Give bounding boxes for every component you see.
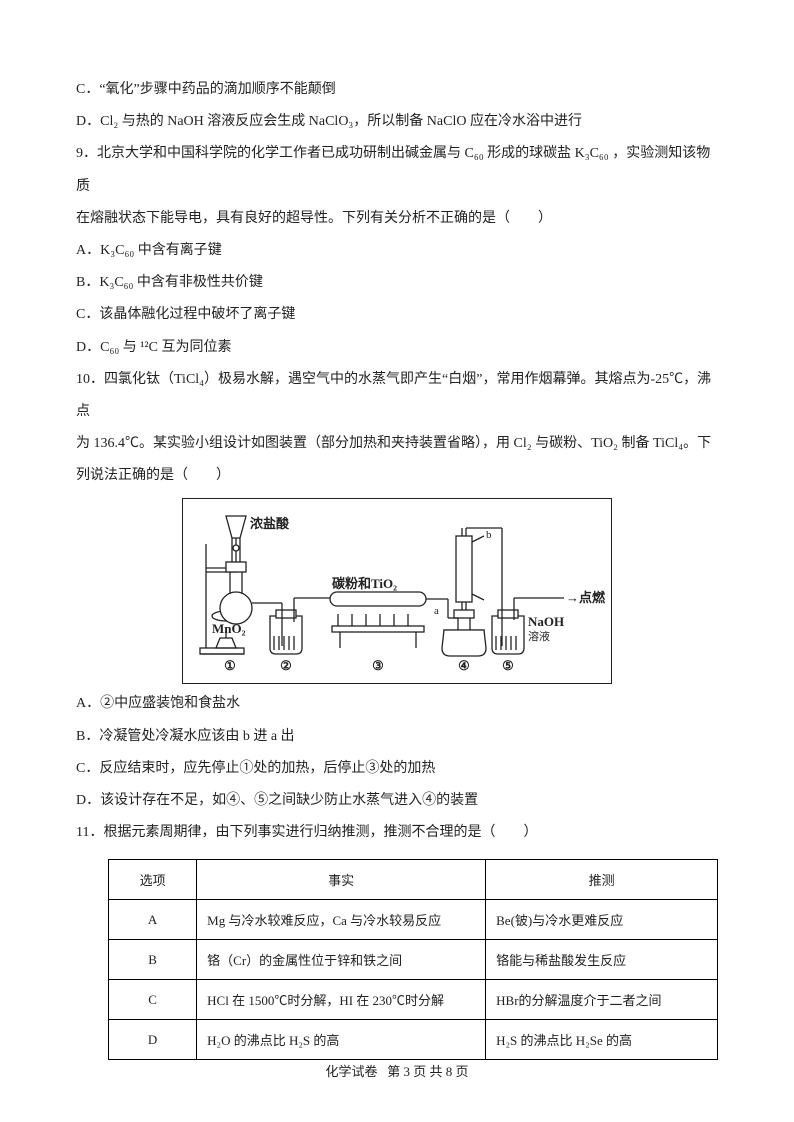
q11-table: 选项事实推测AMg 与冷水较难反应，Ca 与冷水较易反应Be(铍)与冷水更难反应… [108,859,718,1060]
table-row: CHCl 在 1500℃时分解，HI 在 230℃时分解HBr的分解温度介于二者… [109,980,718,1020]
svg-text:浓盐酸: 浓盐酸 [250,516,290,531]
q9-b: B．K₃C₆₀ 中含有非极性共价键 [76,267,718,299]
table-cell: 铬能与稀盐酸发生反应 [486,940,718,980]
svg-text:a: a [434,605,439,617]
q10-d: D．该设计存在不足，如④、⑤之间缺少防止水蒸气进入④的装置 [76,785,718,817]
table-cell: H₂S 的沸点比 H₂Se 的高 [486,1020,718,1060]
svg-text:⑤: ⑤ [502,658,514,673]
table-cell: A [109,900,197,940]
table-row: AMg 与冷水较难反应，Ca 与冷水较易反应Be(铍)与冷水更难反应 [109,900,718,940]
table-cell: H₂O 的沸点比 H₂S 的高 [197,1020,486,1060]
option-d: D．Cl₂ 与热的 NaOH 溶液反应会生成 NaClO₃，所以制备 NaClO… [76,106,718,138]
svg-text:③: ③ [372,658,384,673]
svg-text:④: ④ [458,658,470,673]
q9-a: A．K₃C₆₀ 中含有离子键 [76,235,718,267]
footer-page: 第 3 页 共 8 页 [387,1064,468,1079]
svg-text:②: ② [280,658,292,673]
table-cell: Mg 与冷水较难反应，Ca 与冷水较易反应 [197,900,486,940]
q9-stem-2: 在熔融状态下能导电，具有良好的超导性。下列有关分析不正确的是（ ） [76,203,718,235]
q11-stem: 11．根据元素周期律，由下列事实进行归纳推测，推测不合理的是（ ） [76,817,718,849]
table-cell: C [109,980,197,1020]
q10-stem-2: 为 136.4℃。某实验小组设计如图装置（部分加热和夹持装置省略），用 Cl₂ … [76,428,718,460]
q10-stem-3: 列说法正确的是（ ） [76,460,718,492]
svg-text:溶液: 溶液 [528,629,550,643]
q10-stem-1: 10．四氯化钛（TiCl₄）极易水解，遇空气中的水蒸气即产生“白烟”，常用作烟幕… [76,364,718,428]
table-cell: Be(铍)与冷水更难反应 [486,900,718,940]
table-row: DH₂O 的沸点比 H₂S 的高H₂S 的沸点比 H₂Se 的高 [109,1020,718,1060]
q9-stem-1: 9．北京大学和中国科学院的化学工作者已成功研制出碱金属与 C₆₀ 形成的球碳盐 … [76,138,718,202]
table-cell: 铬（Cr）的金属性位于锌和铁之间 [197,940,486,980]
svg-text:→点燃: →点燃 [566,590,606,605]
table-row: B铬（Cr）的金属性位于锌和铁之间铬能与稀盐酸发生反应 [109,940,718,980]
svg-text:MnO₂: MnO₂ [212,621,246,636]
table-header-cell: 选项 [109,860,197,900]
table-cell: HBr的分解温度介于二者之间 [486,980,718,1020]
footer-subject: 化学试卷 [325,1064,377,1079]
q10-a: A．②中应盛装饱和食盐水 [76,688,718,720]
table-header-cell: 推测 [486,860,718,900]
q9-d: D．C₆₀ 与 ¹²C 互为同位素 [76,332,718,364]
q10-c: C．反应结束时，应先停止①处的加热，后停止③处的加热 [76,753,718,785]
svg-text:NaOH: NaOH [528,614,564,629]
q10-b: B．冷凝管处冷凝水应该由 b 进 a 出 [76,721,718,753]
svg-text:b: b [486,529,492,541]
q9-c: C．该晶体融化过程中破坏了离子键 [76,299,718,331]
svg-text:碳粉和TiO₂: 碳粉和TiO₂ [332,576,397,591]
page-content: C．“氧化”步骤中药品的滴加顺序不能颠倒 D．Cl₂ 与热的 NaOH 溶液反应… [0,0,794,1122]
apparatus-diagram: 浓盐酸 MnO₂ 碳粉和TiO₂ a b NaOH溶液 →点燃 ① ② ③ ④ ⑤ [76,498,718,684]
table-cell: D [109,1020,197,1060]
table-cell: B [109,940,197,980]
page-footer: 化学试卷 第 3 页 共 8 页 [0,1061,794,1080]
svg-text:①: ① [224,658,236,673]
table-cell: HCl 在 1500℃时分解，HI 在 230℃时分解 [197,980,486,1020]
table-header-cell: 事实 [197,860,486,900]
option-c: C．“氧化”步骤中药品的滴加顺序不能颠倒 [76,74,718,106]
